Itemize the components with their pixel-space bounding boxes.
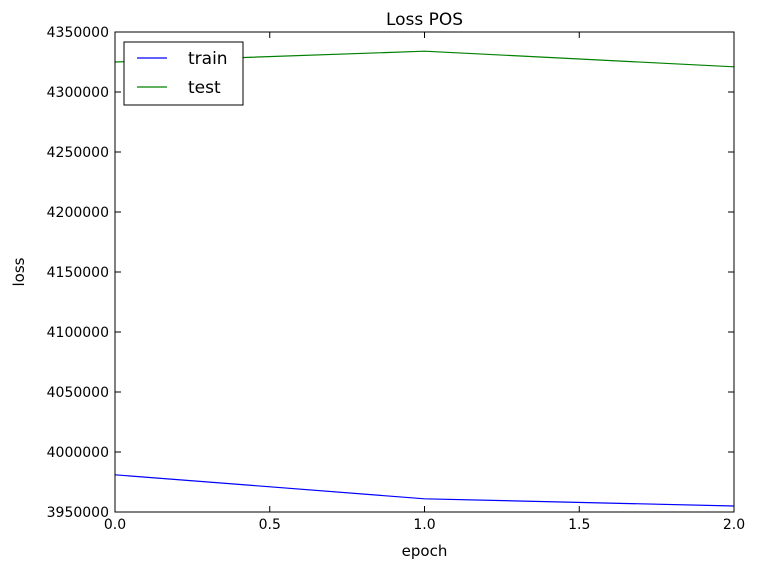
x-tick-label: 2.0 (723, 517, 745, 533)
y-tick-label: 4250000 (47, 145, 109, 161)
y-tick-label: 4050000 (47, 385, 109, 401)
x-axis-label: epoch (402, 542, 448, 560)
y-tick-label: 4000000 (47, 445, 109, 461)
legend-label-train: train (188, 49, 228, 69)
y-axis-label: loss (10, 257, 28, 286)
x-tick-label: 0.5 (259, 517, 281, 533)
y-tick-label: 4200000 (47, 205, 109, 221)
plot-area: 0.0 0.5 1.0 1.5 2.0 3950000 4000000 4050000 410… (47, 25, 745, 533)
chart-title: Loss POS (386, 10, 463, 30)
x-tick-label: 0.0 (104, 517, 126, 533)
x-tick-label: 1.0 (413, 517, 435, 533)
y-axis-ticks: 3950000 4000000 4050000 4100000 4150000 42000… (47, 25, 734, 521)
y-tick-label: 4100000 (47, 325, 109, 341)
legend: train test (123, 41, 244, 106)
legend-label-test: test (188, 78, 221, 98)
y-tick-label: 4300000 (47, 85, 109, 101)
x-tick-label: 1.5 (568, 517, 590, 533)
legend-box (123, 41, 244, 106)
y-tick-label: 3950000 (47, 505, 109, 521)
x-axis-ticks: 0.0 0.5 1.0 1.5 2.0 (104, 32, 745, 533)
y-tick-label: 4350000 (47, 25, 109, 41)
series-line-train (114, 474, 735, 507)
series-layer (114, 50, 735, 507)
y-tick-label: 4150000 (47, 265, 109, 281)
